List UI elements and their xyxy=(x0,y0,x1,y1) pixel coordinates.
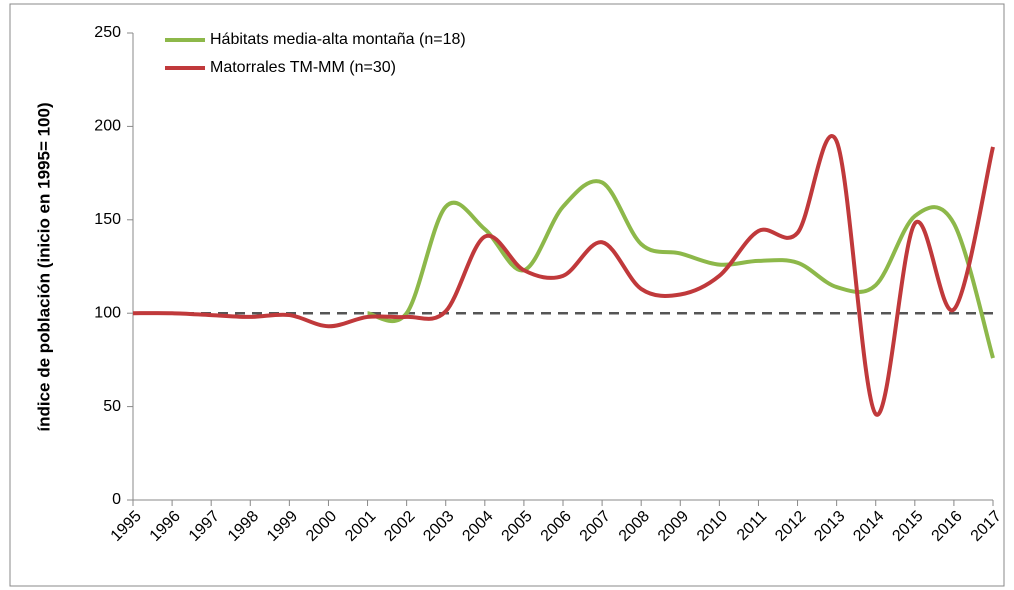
y-tick-label: 0 xyxy=(112,491,121,508)
legend-label: Matorrales TM-MM (n=30) xyxy=(210,59,396,76)
y-tick-label: 250 xyxy=(94,24,121,41)
y-tick-label: 50 xyxy=(103,398,121,415)
x-tick-label: 2014 xyxy=(850,508,887,545)
x-tick-label: 1998 xyxy=(225,508,262,545)
x-tick-label: 1999 xyxy=(264,508,301,545)
x-tick-label: 2016 xyxy=(929,508,966,545)
x-tick-label: 2004 xyxy=(459,508,496,545)
x-tick-label: 2009 xyxy=(655,508,692,545)
x-tick-label: 2015 xyxy=(889,508,926,545)
x-tick-label: 2002 xyxy=(381,508,418,545)
x-tick-label: 2017 xyxy=(968,508,1005,545)
x-tick-label: 1996 xyxy=(147,508,184,545)
x-tick-label: 1995 xyxy=(108,508,145,545)
x-tick-label: 2010 xyxy=(694,508,731,545)
data-line xyxy=(367,179,995,359)
data-line xyxy=(132,134,995,417)
y-axis-label: índice de población (inicio en 1995= 100… xyxy=(34,102,53,431)
x-tick-label: 2007 xyxy=(577,508,614,545)
x-tick-label: 2003 xyxy=(420,508,457,545)
x-tick-label: 2011 xyxy=(734,508,770,544)
legend-label: Hábitats media-alta montaña (n=18) xyxy=(210,31,466,48)
x-tick-label: 2012 xyxy=(772,508,809,545)
chart-frame xyxy=(9,3,1005,587)
y-tick-label: 200 xyxy=(94,118,121,135)
x-tick-label: 2008 xyxy=(616,508,653,545)
y-tick-label: 150 xyxy=(94,211,121,228)
x-tick-label: 2000 xyxy=(303,508,340,545)
x-tick-label: 2013 xyxy=(811,508,848,545)
x-tick-label: 2006 xyxy=(538,508,575,545)
x-tick-label: 1997 xyxy=(186,508,223,545)
x-tick-label: 2005 xyxy=(499,508,536,545)
y-tick-label: 100 xyxy=(94,304,121,321)
x-tick-label: 2001 xyxy=(342,508,379,545)
